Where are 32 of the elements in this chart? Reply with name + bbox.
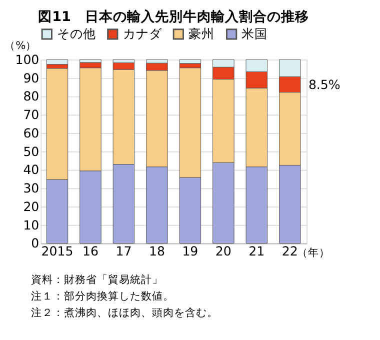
x-tick-label: 17	[116, 243, 132, 258]
y-tick-label: 40	[23, 162, 40, 178]
legend-label: カナダ	[122, 26, 163, 42]
text: 注２：煮沸肉、ほほ肉、頭肉を含む。	[30, 306, 218, 319]
legend-label: その他	[57, 26, 96, 42]
text: 資料：財務省「貿易統計」	[30, 272, 163, 286]
y-tick-label: 70	[23, 107, 40, 122]
x-tick-label: 21	[248, 243, 265, 258]
x-tick-label: 20	[215, 243, 232, 258]
y-tick-label: 100	[15, 52, 40, 67]
y-axis-title: （%）	[4, 38, 37, 52]
y-tick-label: 80	[23, 88, 40, 104]
chart-title: 図11 日本の輸入先別牛肉輸入割合の推移	[38, 8, 309, 25]
text: 注１：部分肉換算した数値。	[30, 289, 174, 302]
x-tick-label: 2015	[41, 243, 74, 258]
y-tick-label: 60	[23, 125, 40, 140]
bar	[179, 59, 202, 64]
x-tick-label: 18	[148, 243, 165, 258]
x-tick-label: 19	[182, 243, 198, 258]
x-tick-label: 22	[282, 243, 298, 258]
y-tick-label: 90	[23, 70, 40, 86]
legend-label: 米国	[242, 26, 268, 42]
y-tick-label: 50	[23, 144, 40, 159]
x-tick-label: 16	[82, 243, 98, 258]
x-axis-title: （年）	[296, 246, 330, 259]
text: 8.5%	[308, 77, 340, 92]
y-tick-label: 20	[23, 198, 40, 214]
legend-label: 豪州	[188, 26, 215, 42]
y-tick-label: 30	[23, 180, 40, 196]
y-tick-label: 10	[23, 217, 40, 232]
bar	[46, 59, 68, 65]
y-tick-label: 0	[31, 236, 40, 251]
